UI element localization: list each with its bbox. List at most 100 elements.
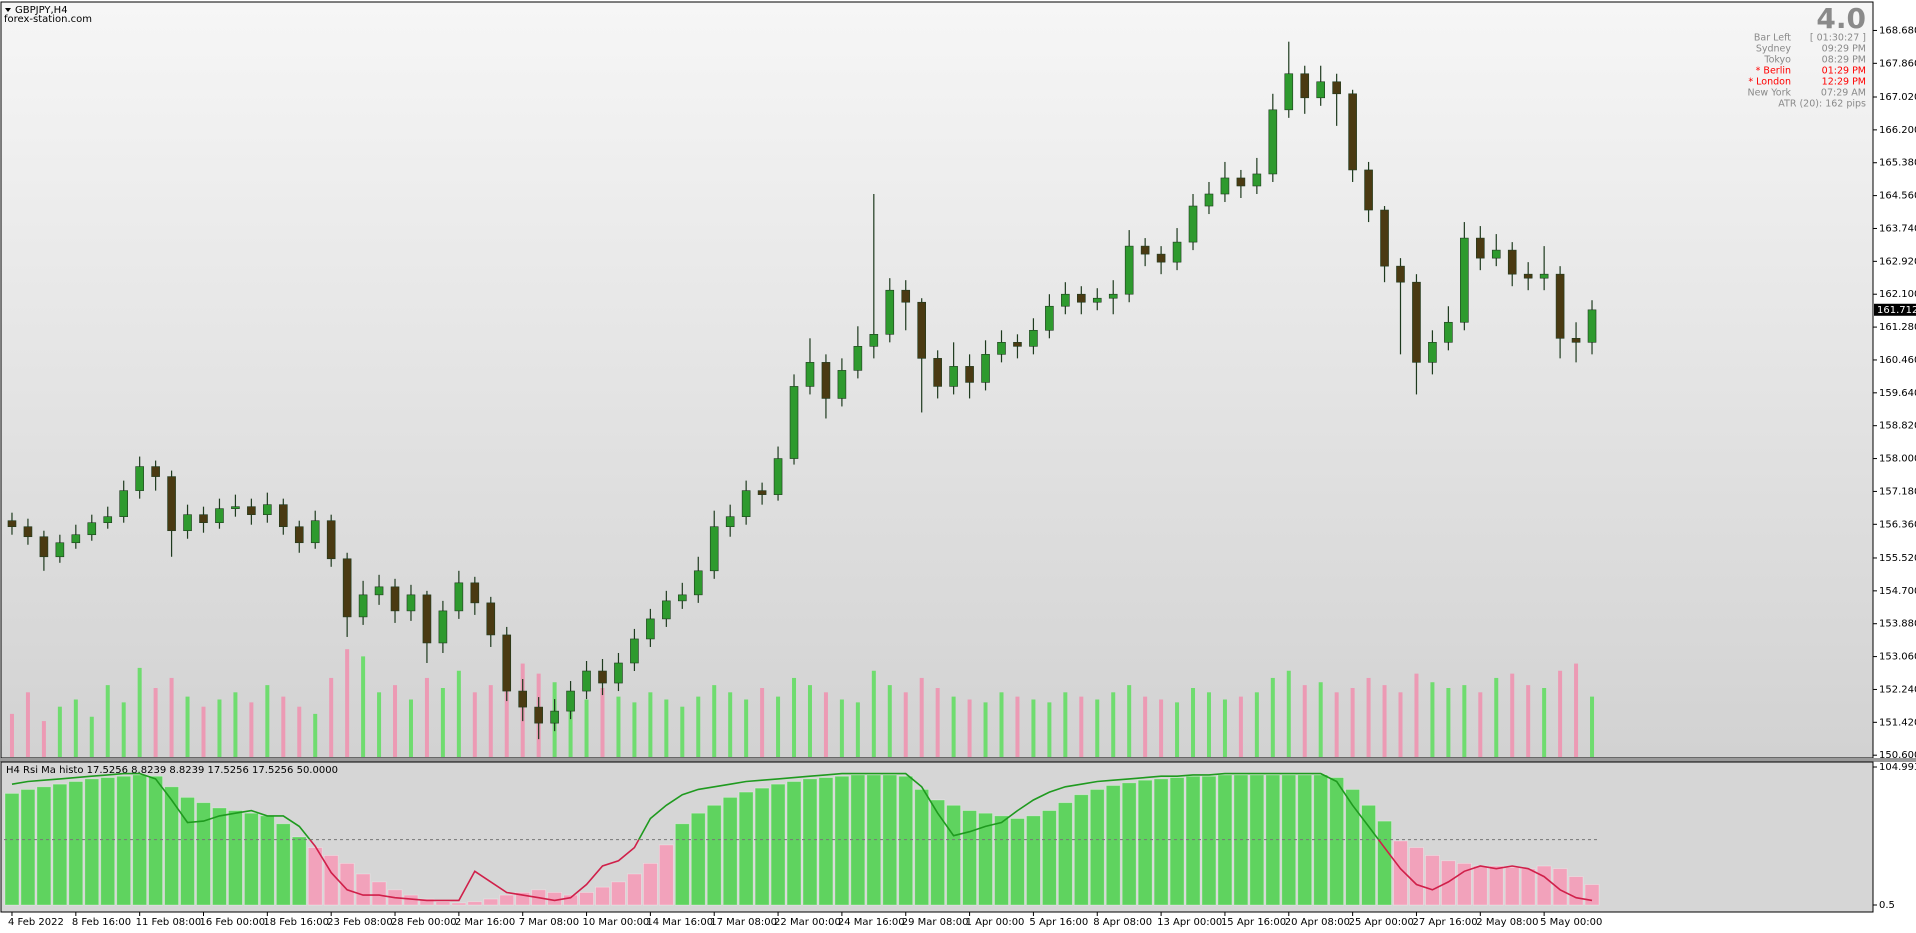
candle-body xyxy=(789,386,799,459)
volume-bar xyxy=(1318,682,1323,757)
menu-arrow[interactable] xyxy=(5,8,11,12)
candle-body xyxy=(1380,209,1389,267)
candle-body xyxy=(1300,73,1310,99)
volume-bar xyxy=(1558,670,1563,757)
candle-body xyxy=(1396,265,1405,283)
x-tick-label: 8 Apr 08:00 xyxy=(1093,917,1152,928)
volume-bar xyxy=(185,696,190,757)
candle-body xyxy=(630,638,639,664)
volume-bar xyxy=(89,716,94,757)
histogram-bar xyxy=(68,781,84,906)
candle-body xyxy=(7,520,17,528)
volume-bar xyxy=(153,688,158,757)
candle-body xyxy=(741,490,751,517)
candle-body xyxy=(614,662,623,684)
info-label: Sydney xyxy=(1756,44,1792,55)
volume-bar xyxy=(776,696,781,757)
candle-body xyxy=(1555,273,1565,339)
candle-body xyxy=(1236,177,1246,187)
y-tick-label: 158.820 xyxy=(1879,421,1916,432)
candle-body xyxy=(87,522,97,536)
histogram-bar xyxy=(100,777,116,906)
candle-body xyxy=(1364,169,1373,211)
candle-body xyxy=(247,506,256,515)
volume-bar xyxy=(1206,692,1211,757)
x-tick-label: 27 Apr 16:00 xyxy=(1412,917,1477,928)
volume-bar xyxy=(1270,677,1275,757)
volume-bar xyxy=(1350,688,1355,757)
current-price-box xyxy=(1874,303,1916,316)
volume-bar xyxy=(792,677,797,757)
volume-bar xyxy=(25,692,30,757)
volume-bar xyxy=(951,696,956,757)
candle-body xyxy=(1412,281,1421,363)
candle-body xyxy=(965,366,974,383)
histogram-bar xyxy=(467,901,483,906)
y-tick-label: 152.240 xyxy=(1879,684,1916,695)
candle-body xyxy=(1444,321,1453,343)
candle-body xyxy=(1029,329,1038,347)
y-tick-label: 161.280 xyxy=(1879,322,1916,333)
histogram-bar xyxy=(1409,847,1424,906)
histogram-bar xyxy=(563,894,578,906)
histogram-bar xyxy=(1042,810,1057,906)
histogram-bar xyxy=(738,791,754,906)
histogram-bar xyxy=(1057,802,1073,906)
histogram-bar xyxy=(722,796,738,906)
volume-bar xyxy=(265,685,270,757)
volume-bar xyxy=(345,649,350,757)
histogram-bar xyxy=(770,783,786,906)
volume-bar xyxy=(1079,696,1084,757)
volume-bar xyxy=(1222,699,1227,757)
y-tick-label: 155.520 xyxy=(1879,553,1916,564)
volume-bar xyxy=(137,667,142,757)
candle-body xyxy=(1188,205,1198,243)
volume-bar xyxy=(1031,699,1036,757)
x-tick-label: 15 Apr 16:00 xyxy=(1221,917,1286,928)
info-value: 12:29 PM xyxy=(1822,77,1866,88)
volume-bar xyxy=(935,688,940,757)
x-tick-label: 1 Apr 00:00 xyxy=(966,917,1025,928)
candle-body xyxy=(294,526,304,544)
volume-bar xyxy=(1542,688,1547,757)
volume-bar xyxy=(456,670,461,757)
volume-bar xyxy=(313,713,318,757)
info-value: [ 01:30:27 ] xyxy=(1810,33,1866,44)
candle-body xyxy=(550,710,559,724)
histogram-bar xyxy=(1185,775,1201,906)
histogram-bar xyxy=(1488,865,1504,906)
candle-body xyxy=(757,490,767,495)
candle-body xyxy=(231,506,240,509)
candle-body xyxy=(693,570,703,596)
candle-body xyxy=(422,594,432,644)
volume-bar xyxy=(281,696,286,757)
histogram-bar xyxy=(435,901,451,906)
volume-bar xyxy=(169,677,174,757)
candle-body xyxy=(278,504,288,528)
info-label: New York xyxy=(1747,88,1791,99)
histogram-bar xyxy=(930,799,946,906)
histogram-bar xyxy=(84,778,100,906)
volume-bar xyxy=(600,688,605,757)
histogram-bar xyxy=(1425,855,1440,906)
volume-bar xyxy=(57,706,62,757)
x-tick-label: 5 Apr 16:00 xyxy=(1029,917,1088,928)
histogram-bar xyxy=(1249,774,1265,906)
x-tick-label: 7 Mar 08:00 xyxy=(519,917,579,928)
histogram-bar xyxy=(371,881,387,906)
volume-bar xyxy=(903,692,908,757)
histogram-bar xyxy=(1121,782,1137,906)
candle-body xyxy=(342,558,352,618)
volume-bar xyxy=(297,706,302,757)
histogram-bar xyxy=(4,793,20,906)
y-tick-label: 104.9934 xyxy=(1879,762,1916,773)
candle-body xyxy=(598,670,607,684)
candle-body xyxy=(1539,273,1549,279)
y-tick-label: 162.920 xyxy=(1879,256,1916,267)
histogram-bar xyxy=(1393,840,1408,906)
volume-bar xyxy=(1175,702,1180,757)
indicator-title: H4 Rsi Ma histo 17.5256 8.8239 8.8239 17… xyxy=(6,765,338,776)
histogram-bar xyxy=(1010,818,1025,906)
volume-bar xyxy=(472,692,477,757)
